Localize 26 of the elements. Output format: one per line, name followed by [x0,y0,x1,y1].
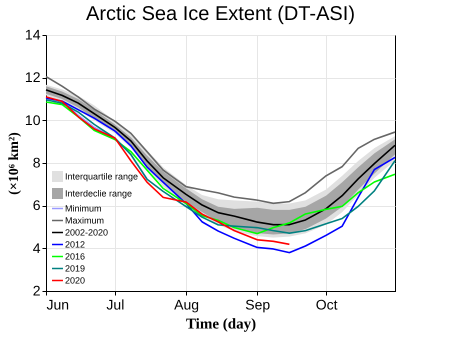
x-tick-label: Jun [46,296,70,312]
x-tick-label: Aug [174,296,200,312]
y-tick-label: 10 [24,112,41,128]
y-tick-label: 12 [24,69,41,86]
legend-label: 2002-2020 [65,228,108,238]
legend-label: 2016 [65,252,86,262]
y-tick-label: 4 [32,240,41,256]
legend-label: Interquartile range [65,172,138,182]
line-series [45,76,396,204]
legend-label: Interdeclie range [65,188,132,198]
chart-title: Arctic Sea Ice Extent (DT-ASI) [86,3,355,25]
y-axis-title: (×10⁶ km²) [6,132,22,195]
legend-label: 2012 [65,240,86,250]
x-axis-title: Time (day) [186,316,256,332]
y-tick-label: 8 [32,154,41,170]
legend-label: 2019 [65,264,86,274]
x-tick-label: Jul [106,296,124,312]
legend-label: Maximum [65,216,104,226]
y-tick-label: 2 [32,282,41,298]
x-tick-label: Oct [316,296,338,312]
x-tick-label: Sep [245,296,270,312]
y-tick-label: 14 [24,26,41,42]
legend-label: 2020 [65,276,86,286]
legend-label: Minimum [65,204,102,214]
y-tick-label: 6 [32,197,41,214]
line-series [45,96,290,246]
